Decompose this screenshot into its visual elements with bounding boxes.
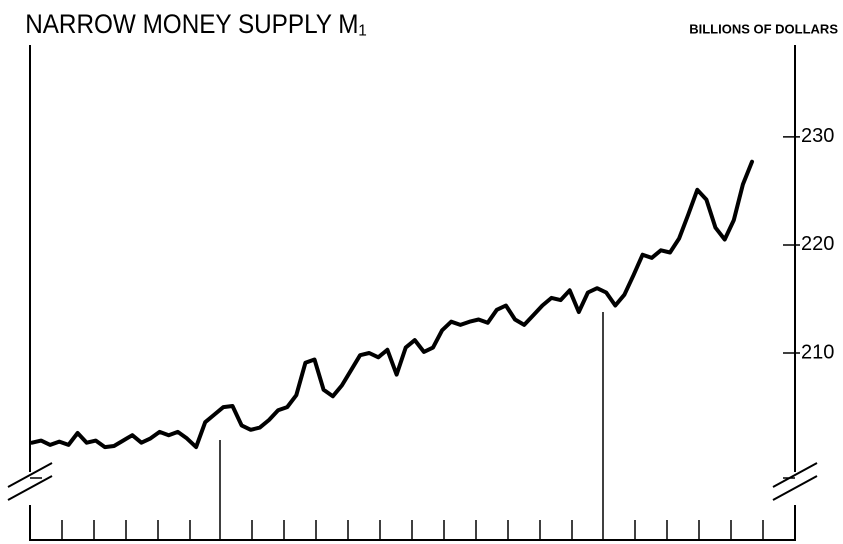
y-tick-label: 210 [801,341,834,363]
chart-title: NARROW MONEY SUPPLY M₁ [25,10,367,39]
y-tick-label: 230 [801,125,834,147]
series-line [30,159,754,450]
frame [7,45,818,541]
y-axis-label: BILLIONS OF DOLLARS [689,21,838,36]
y-tick-label: 220 [801,233,834,255]
